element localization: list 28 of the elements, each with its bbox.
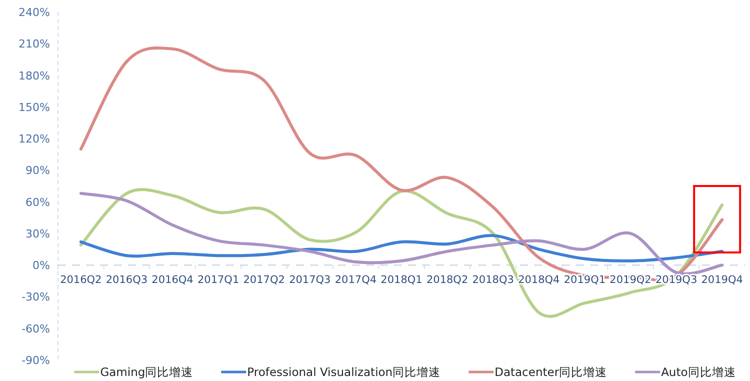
x-tick-label: 2016Q3	[106, 274, 148, 286]
y-tick-label: 60%	[26, 196, 50, 209]
x-tick-label: 2018Q2	[426, 274, 468, 286]
x-tick-label: 2018Q3	[472, 274, 514, 286]
legend-label: Datacenter同比增速	[494, 365, 608, 379]
y-tick-label: 120%	[18, 132, 50, 146]
x-tick-label: 2018Q1	[380, 274, 422, 286]
legend-label: Auto同比增速	[661, 365, 736, 379]
x-tick-label: 2017Q4	[334, 274, 377, 286]
x-tick-label: 2019Q1	[564, 274, 606, 286]
y-tick-label: -30%	[22, 290, 50, 304]
x-tick-label: 2016Q4	[152, 274, 194, 286]
y-tick-label: 150%	[18, 100, 50, 114]
y-tick-label: -60%	[22, 322, 50, 336]
legend-label: Professional Visualization同比增速	[247, 365, 441, 379]
x-tick-label: 2017Q1	[197, 274, 240, 286]
x-tick-label: 2017Q2	[243, 274, 285, 286]
x-tick-label: 2019Q4	[701, 274, 744, 286]
x-tick-label: 2017Q3	[289, 274, 331, 286]
y-tick-label: 180%	[18, 69, 50, 82]
legend-label: Gaming同比增速	[100, 365, 194, 379]
y-tick-label: 0%	[32, 259, 50, 272]
y-tick-label: 90%	[26, 164, 50, 178]
y-tick-label: 30%	[26, 227, 50, 240]
x-tick-label: 2016Q2	[60, 274, 102, 286]
y-tick-label: 210%	[18, 38, 50, 51]
y-tick-label: -90%	[22, 354, 50, 367]
y-tick-label: 240%	[18, 6, 50, 19]
